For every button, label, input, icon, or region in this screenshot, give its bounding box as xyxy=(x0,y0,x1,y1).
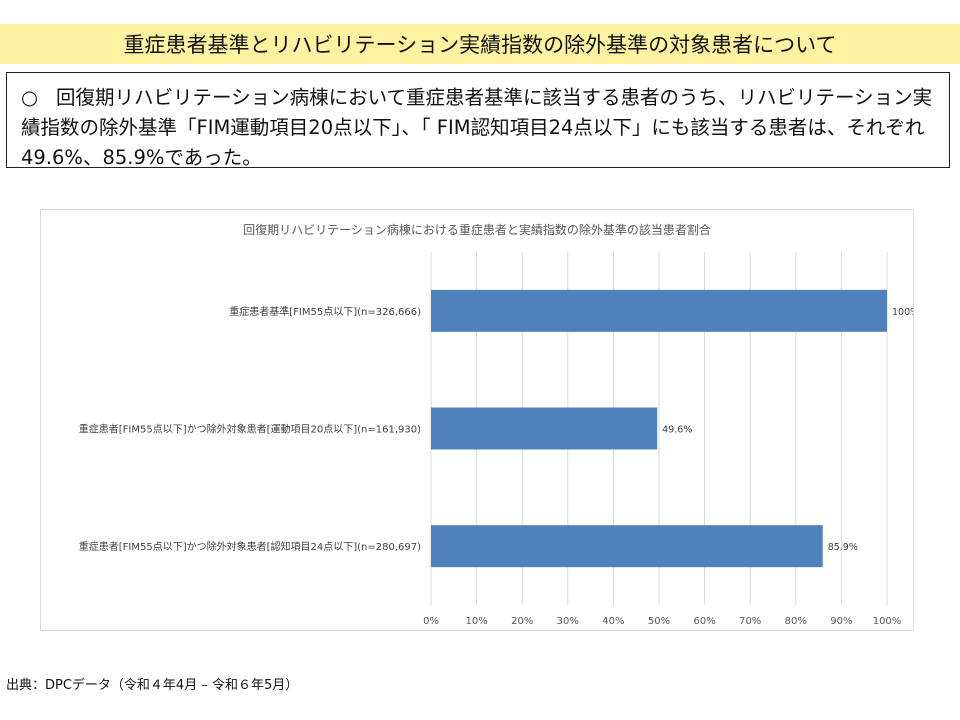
bullet-mark: ○ xyxy=(21,86,39,109)
category-label: 重症患者[FIM55点以下]かつ除外対象患者[運動項目20点以下](n=161,… xyxy=(79,423,421,436)
chart-title: 回復期リハビリテーション病棟における重症患者と実績指数の除外基準の該当患者割合 xyxy=(243,222,711,237)
summary-box: ○ 回復期リハビリテーション病棟において重症患者基準に該当する患者のうち、リハビリ… xyxy=(6,72,950,169)
x-tick-label: 40% xyxy=(602,616,624,627)
data-label: 100% xyxy=(892,307,913,318)
x-tick-label: 90% xyxy=(830,616,852,627)
x-tick-label: 20% xyxy=(511,616,533,627)
chart-frame: 回復期リハビリテーション病棟における重症患者と実績指数の除外基準の該当患者割合 … xyxy=(40,209,914,631)
x-tick-label: 0% xyxy=(423,616,439,627)
bars xyxy=(431,289,887,568)
x-tick-label: 70% xyxy=(739,616,761,627)
labels: 0% 10% 20% 30% 40% 50% 60% 70% 80% 90% 100% 重症患者基準[… xyxy=(79,305,913,627)
category-label: 重症患者[FIM55点以下]かつ除外対象患者[認知項目24点以下](n=280,… xyxy=(79,540,421,553)
summary-text: 回復期リハビリテーション病棟において重症患者基準に該当する患者のうち、リハビリテ… xyxy=(21,86,933,169)
x-tick-label: 100% xyxy=(873,616,902,627)
x-tick-label: 30% xyxy=(557,616,579,627)
category-label: 重症患者基準[FIM55点以下](n=326,666) xyxy=(229,305,421,318)
bar xyxy=(431,525,823,568)
source-note: 出典：DPCデータ（令和４年4月 – 令和６年5月） xyxy=(6,678,299,693)
x-tick-label: 50% xyxy=(648,616,670,627)
x-tick-label: 60% xyxy=(693,616,715,627)
data-label: 49.6% xyxy=(662,425,692,436)
bar-chart: 回復期リハビリテーション病棟における重症患者と実績指数の除外基準の該当患者割合 … xyxy=(79,222,913,627)
x-tick-label: 10% xyxy=(465,616,487,627)
data-label: 85.9% xyxy=(828,542,858,553)
page-title: 重症患者基準とリハビリテーション実績指数の除外基準の対象患者について xyxy=(0,24,960,64)
x-tick-label: 80% xyxy=(785,616,807,627)
bar xyxy=(431,289,887,332)
bar xyxy=(431,407,658,450)
